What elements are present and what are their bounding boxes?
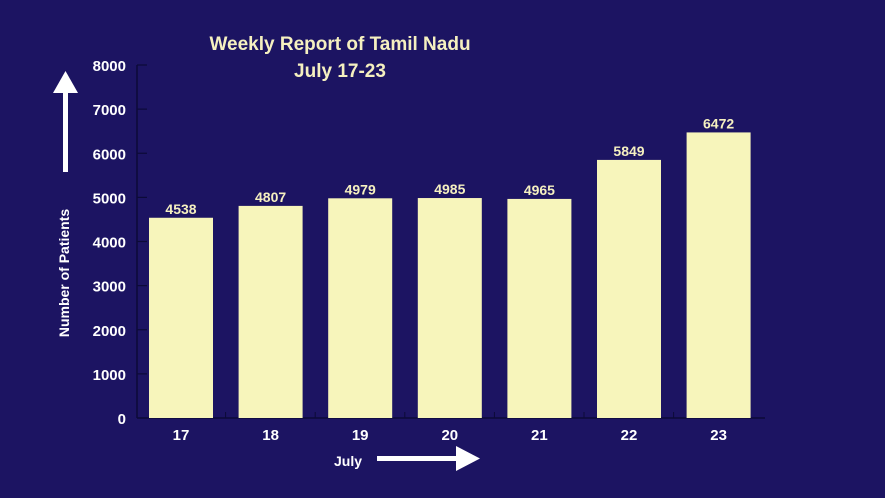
y-tick-label: 2000 — [93, 323, 126, 340]
data-label: 4979 — [345, 181, 376, 197]
bar — [238, 205, 303, 418]
y-arrow-icon — [53, 71, 78, 172]
bar — [597, 159, 661, 418]
data-label: 4965 — [524, 182, 555, 198]
bar — [149, 217, 213, 418]
y-tick-label: 0 — [118, 411, 126, 428]
x-tick-label: 20 — [441, 427, 458, 444]
y-tick-label: 3000 — [93, 279, 126, 296]
chart-subtitle: July 17-23 — [294, 61, 386, 82]
data-label: 6472 — [703, 115, 734, 131]
y-tick-label: 8000 — [93, 58, 126, 75]
x-tick-label: 19 — [352, 427, 369, 444]
bar — [507, 198, 572, 418]
x-tick-label: 17 — [173, 427, 190, 444]
bars: 4538 4807 4979 4985 4965 5849 6472 — [149, 115, 751, 418]
bar — [417, 198, 482, 418]
y-tick-label: 5000 — [93, 190, 126, 207]
data-label: 5849 — [613, 143, 644, 159]
x-tick-label: 18 — [262, 427, 279, 444]
data-label: 4807 — [255, 189, 286, 205]
x-arrow-icon — [377, 446, 480, 471]
x-axis-label: July — [334, 453, 362, 469]
data-label: 4985 — [434, 181, 465, 197]
y-tick-label: 4000 — [93, 235, 126, 252]
x-tick-label: 22 — [621, 427, 638, 444]
bar — [328, 198, 393, 418]
y-axis-label: Number of Patients — [56, 209, 72, 338]
data-label: 4538 — [165, 201, 196, 217]
y-tick-label: 6000 — [93, 146, 126, 163]
y-tick-label: 7000 — [93, 102, 126, 119]
chart-title: Weekly Report of Tamil Nadu — [209, 34, 470, 55]
x-tick-label: 23 — [710, 427, 727, 444]
bar — [686, 132, 751, 418]
y-tick-label: 1000 — [93, 367, 126, 384]
x-tick-label: 21 — [531, 427, 548, 444]
